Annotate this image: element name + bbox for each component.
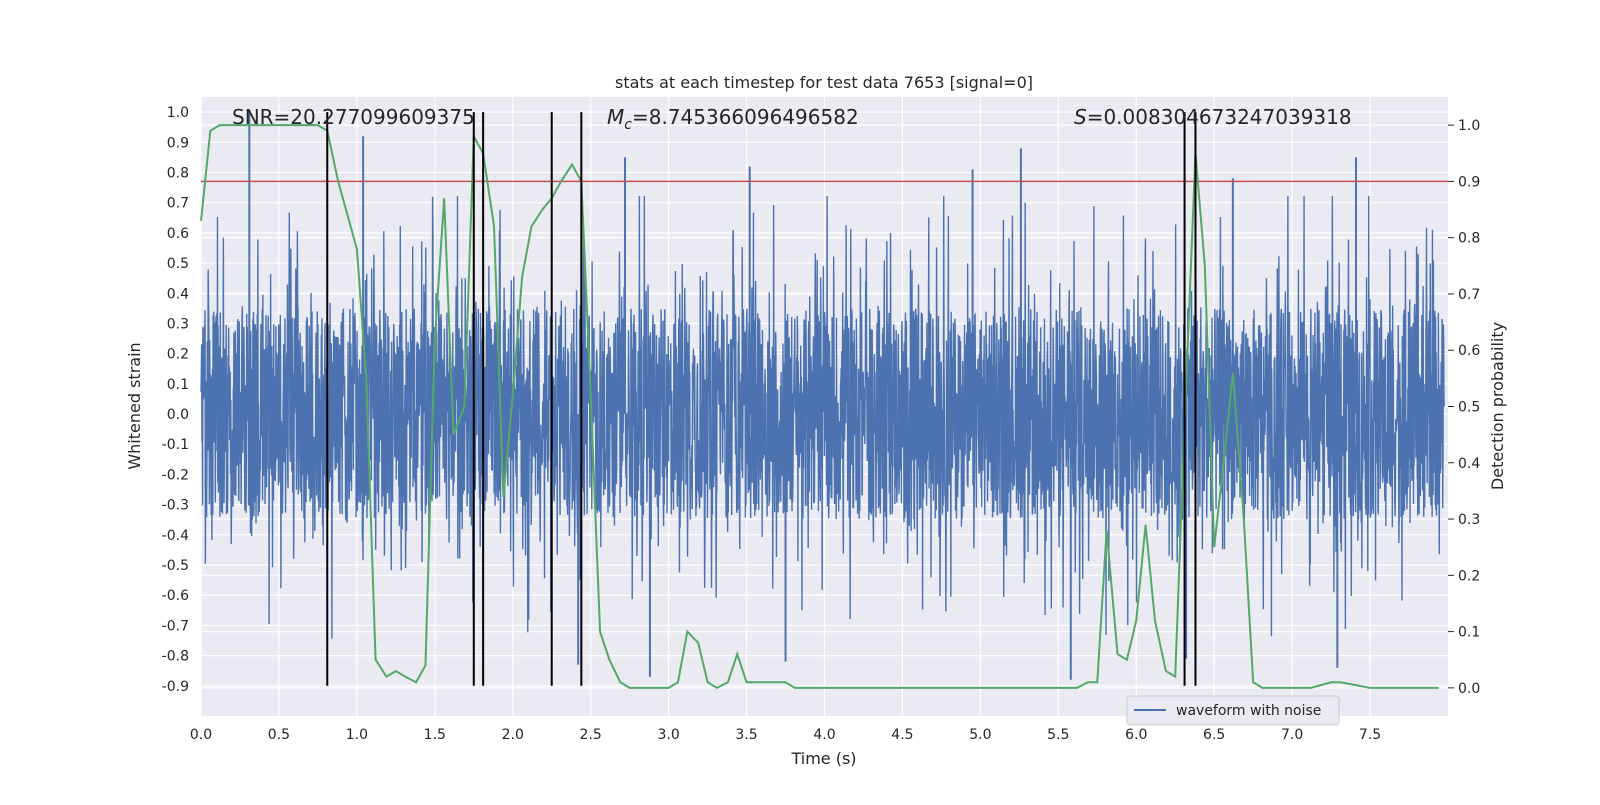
- x-tick-label: 7.5: [1359, 727, 1381, 743]
- y-tick-label-left: -0.4: [162, 528, 189, 544]
- x-tick-label: 1.5: [424, 727, 446, 743]
- x-tick-label: 1.0: [346, 727, 368, 743]
- y-tick-label-left: 0.7: [167, 196, 189, 212]
- y-tick-label-left: 0.6: [167, 226, 189, 242]
- statistic-symbol: S: [1074, 105, 1087, 129]
- y-tick-label-right: 0.4: [1458, 456, 1480, 472]
- chirp-mass-value: =8.745366096496582: [632, 105, 859, 129]
- y-tick-label-left: 1.0: [167, 105, 189, 121]
- y-tick-label-left: -0.8: [162, 649, 189, 665]
- snr-annotation: SNR=20.277099609375: [232, 105, 475, 129]
- y-tick-label-left: -0.6: [162, 588, 189, 604]
- x-axis-label: Time (s): [790, 749, 856, 768]
- x-tick-label: 2.5: [580, 727, 602, 743]
- legend-box: [1126, 695, 1340, 726]
- y-tick-label-right: 0.2: [1458, 568, 1480, 584]
- x-tick-label: 7.0: [1281, 727, 1303, 743]
- y-ticks-left: 1.0 0.9 0.8 0.7 0.6 0.5 0.4 0.3 0.2 0.1 0.0 -0.1 -0.…: [162, 105, 189, 695]
- y-axis-label-left: Whitened strain: [125, 342, 144, 469]
- x-tick-label: 6.0: [1125, 727, 1147, 743]
- y-tick-label-right: 0.6: [1458, 343, 1480, 359]
- y-tick-label-right: 0.8: [1458, 231, 1480, 247]
- x-tick-label: 0.0: [190, 727, 212, 743]
- marker-layer: [326, 112, 1197, 686]
- y-tick-label-left: -0.5: [162, 558, 189, 574]
- x-ticks: 0.0 0.5 1.0 1.5 2.0 2.5 3.0 3.5 4.0 4.5 5.0 5.5 6.0 6…: [190, 727, 1381, 743]
- y-tick-label-right: 0.1: [1458, 625, 1480, 641]
- x-tick-label: 3.5: [735, 727, 757, 743]
- y-tick-label-left: 0.4: [167, 286, 189, 302]
- chirp-mass-subscript: c: [624, 117, 632, 133]
- chirp-mass-symbol: M: [607, 105, 624, 129]
- y-tick-label-left: 0.9: [167, 135, 189, 151]
- chirp-mass-annotation: Mc=8.745366096496582: [607, 105, 859, 133]
- statistic-value: =0.008304673247039318: [1087, 105, 1352, 129]
- y-tick-label-right: 0.7: [1458, 287, 1480, 303]
- y-tick-label-left: -0.2: [162, 467, 189, 483]
- y-tick-label-left: 0.0: [167, 407, 189, 423]
- y-tick-label-left: -0.1: [162, 437, 189, 453]
- y-tick-label-left: 0.2: [167, 347, 189, 363]
- x-tick-label: 4.0: [813, 727, 835, 743]
- y-ticks-right: 1.0 0.9 0.8 0.7 0.6 0.5 0.4 0.3 0.2 0.1 0.0: [1448, 118, 1480, 697]
- waveform-layer: [200, 112, 1445, 680]
- x-tick-label: 2.0: [502, 727, 524, 743]
- y-tick-label-left: 0.5: [167, 256, 189, 272]
- y-tick-label-left: 0.3: [167, 316, 189, 332]
- x-tick-label: 4.5: [891, 727, 913, 743]
- x-tick-label: 6.5: [1203, 727, 1225, 743]
- y-tick-label-right: 0.3: [1458, 512, 1480, 528]
- chart-title: stats at each timestep for test data 765…: [615, 73, 1033, 92]
- y-tick-label-left: -0.9: [162, 679, 189, 695]
- y-tick-label-left: 0.1: [167, 377, 189, 393]
- x-tick-label: 0.5: [268, 727, 290, 743]
- y-tick-label-right: 0.5: [1458, 400, 1480, 416]
- x-tick-label: 3.0: [657, 727, 679, 743]
- legend: waveform with noise: [1126, 695, 1340, 726]
- legend-label-waveform: waveform with noise: [1176, 703, 1321, 719]
- y-tick-label-left: -0.7: [162, 618, 189, 634]
- y-axis-label-right: Detection probability: [1488, 322, 1507, 490]
- statistic-annotation: S=0.008304673247039318: [1074, 105, 1352, 129]
- x-tick-label: 5.5: [1047, 727, 1069, 743]
- y-tick-label-right: 0.0: [1458, 681, 1480, 697]
- y-tick-label-right: 0.9: [1458, 174, 1480, 190]
- y-tick-label-right: 1.0: [1458, 118, 1480, 134]
- x-tick-label: 5.0: [969, 727, 991, 743]
- y-tick-label-left: 0.8: [167, 165, 189, 181]
- y-tick-label-left: -0.3: [162, 498, 189, 514]
